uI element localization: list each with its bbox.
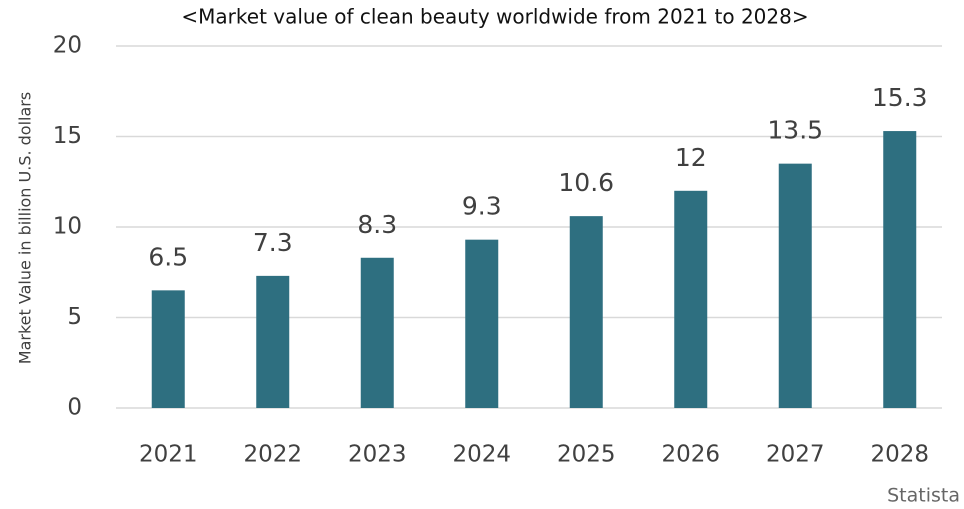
bar (569, 216, 603, 408)
source: Statista (887, 485, 960, 507)
data-label: 9.3 (462, 192, 502, 221)
x-tick-label: 2022 (243, 442, 302, 468)
bar (151, 290, 185, 408)
x-tick-label: 2025 (557, 442, 616, 468)
chart-title: <Market value of clean beauty worldwide … (181, 5, 808, 29)
y-tick-label: 10 (53, 214, 82, 240)
bar (360, 257, 394, 408)
y-axis-label: Market Value in billion U.S. dollars (16, 92, 35, 364)
bar (256, 275, 290, 408)
data-label: 12 (675, 143, 707, 172)
data-label: 8.3 (357, 210, 397, 239)
bar (883, 131, 917, 408)
data-label: 10.6 (558, 168, 614, 197)
y-tick-label: 5 (67, 304, 82, 330)
data-label: 7.3 (253, 228, 293, 257)
data-label: 6.5 (148, 242, 188, 271)
y-tick-label: 15 (53, 123, 82, 149)
bar (778, 163, 812, 408)
x-tick-label: 2024 (452, 442, 511, 468)
x-tick-label: 2021 (139, 442, 198, 468)
x-tick-label: 2023 (348, 442, 407, 468)
y-tick-label: 20 (53, 33, 82, 59)
x-tick-label: 2027 (766, 442, 825, 468)
y-tick-label: 0 (67, 395, 82, 421)
x-tick-label: 2028 (870, 442, 929, 468)
x-tick-label: 2026 (661, 442, 720, 468)
data-label: 15.3 (872, 83, 928, 112)
data-label: 13.5 (767, 116, 823, 145)
bar (674, 190, 708, 408)
bar (465, 239, 499, 408)
